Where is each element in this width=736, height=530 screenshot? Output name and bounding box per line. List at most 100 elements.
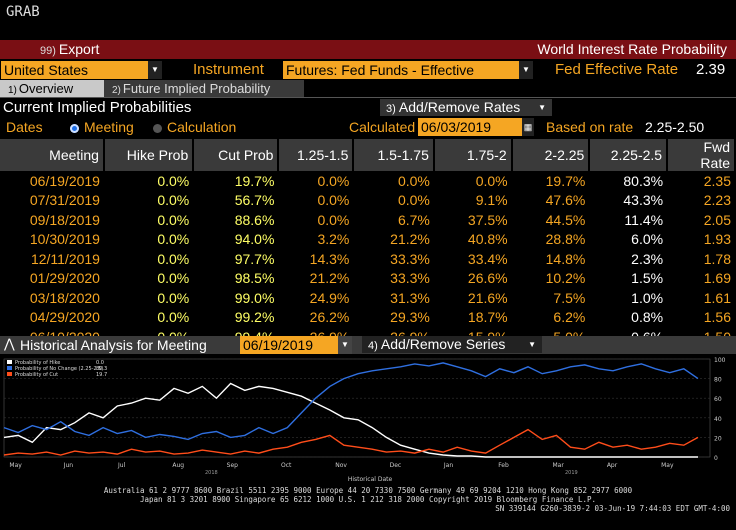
instrument-label: Instrument: [193, 61, 264, 78]
export-label: Export: [58, 41, 100, 57]
calculated-date-field[interactable]: 06/03/2019 ▦: [418, 118, 534, 136]
table-row[interactable]: 01/29/2020 0.0% 98.5% 21.2% 33.3% 26.6% 10.2% 1…: [0, 268, 736, 288]
col-header[interactable]: Hike Prob: [104, 139, 195, 171]
legend-label: Probability of No Change (2.25-2.5): [15, 366, 103, 372]
section-header: Current Implied Probabilities 3) Add/Rem…: [0, 99, 736, 117]
radio-meeting[interactable]: Meeting: [70, 119, 134, 135]
dates-label: Dates: [6, 119, 43, 135]
x-tick-label: Sep: [227, 462, 239, 469]
table-cell: 29.3%: [354, 307, 435, 327]
table-cell: 14.8%: [513, 249, 591, 269]
rate-value: 2.39: [696, 61, 726, 78]
plot-area: [3, 358, 711, 458]
radio-calculation[interactable]: Calculation: [153, 119, 236, 135]
table-row[interactable]: 03/18/2020 0.0% 99.0% 24.9% 31.3% 21.6% 7.5% 1.…: [0, 288, 736, 308]
button-num: 4): [368, 340, 378, 352]
table-cell: 31.3%: [354, 288, 435, 308]
button-num: 3): [386, 103, 396, 115]
table-row[interactable]: 06/19/2019 0.0% 19.7% 0.0% 0.0% 0.0% 19.7% 80.3…: [0, 171, 736, 191]
table-cell: 11.4%: [590, 210, 669, 230]
calendar-icon[interactable]: ▦: [522, 118, 534, 136]
col-header[interactable]: 2-2.25: [512, 139, 591, 171]
table-cell: 56.7%: [194, 190, 280, 210]
table-cell: 14.3%: [279, 249, 355, 269]
add-remove-series-button[interactable]: 4) Add/Remove Series ▼: [362, 336, 542, 353]
table-cell: 98.5%: [194, 268, 280, 288]
add-remove-rates-button[interactable]: 3) Add/Remove Rates ▼: [380, 99, 552, 116]
app-title: GRAB: [6, 4, 40, 20]
meeting-date-cell: 10/30/2019: [0, 229, 105, 249]
table-cell: 99.0%: [194, 288, 280, 308]
col-header[interactable]: 1.25-1.5: [279, 139, 355, 171]
rate-label: Fed Effective Rate: [555, 61, 679, 78]
table-cell: 2.05: [668, 210, 736, 230]
table-cell: 44.5%: [513, 210, 591, 230]
legend-value: 19.7: [96, 372, 107, 378]
table-cell: 40.8%: [435, 229, 513, 249]
meeting-date-cell: 01/29/2020: [0, 268, 105, 288]
meeting-date-cell: 07/31/2019: [0, 190, 105, 210]
footer-line: SN 339144 G260-3839-2 03-Jun-19 7:44:03 …: [495, 504, 730, 513]
year-label: 2018: [205, 470, 218, 476]
table-cell: 2.23: [668, 190, 736, 210]
x-tick-label: Oct: [281, 462, 292, 469]
table-cell: 37.5%: [435, 210, 513, 230]
chevron-down-icon[interactable]: ▼: [148, 61, 162, 79]
radio-selected-icon: [70, 123, 79, 133]
y-tick-label: 20: [714, 435, 722, 442]
table-cell: 19.7%: [194, 171, 280, 191]
table-row[interactable]: 07/31/2019 0.0% 56.7% 0.0% 0.0% 9.1% 47.6% 43.3…: [0, 190, 736, 210]
table-cell: 0.8%: [590, 307, 669, 327]
table-row[interactable]: 12/11/2019 0.0% 97.7% 14.3% 33.3% 33.4% 14.8% 2…: [0, 249, 736, 269]
x-axis-label: Historical Date: [348, 476, 393, 483]
chevron-down-icon[interactable]: ▼: [519, 61, 533, 79]
tab-overview[interactable]: 1) Overview: [0, 80, 104, 97]
col-header[interactable]: 1.75-2: [434, 139, 513, 171]
table-cell: 0.0%: [105, 268, 195, 288]
radio-unselected-icon: [153, 123, 162, 133]
tab-future-implied-probability[interactable]: 2) Future Implied Probability: [104, 80, 304, 97]
section-title: Current Implied Probabilities: [3, 99, 192, 116]
x-tick-label: Jan: [443, 462, 453, 469]
options-row: Dates Meeting Calculation Calculated 06/…: [0, 118, 736, 136]
table-cell: 21.2%: [279, 268, 355, 288]
table-cell: 2.3%: [590, 249, 669, 269]
table-row[interactable]: 10/30/2019 0.0% 94.0% 3.2% 21.2% 40.8% 28.8% 6.…: [0, 229, 736, 249]
col-header[interactable]: 1.5-1.75: [354, 139, 435, 171]
col-header[interactable]: 2.25-2.5: [590, 139, 669, 171]
x-tick-label: Jun: [63, 462, 74, 469]
history-meeting-dropdown[interactable]: 06/19/2019 ▼: [240, 336, 352, 354]
calculated-date-value: 06/03/2019: [421, 119, 492, 135]
footer-line: Australia 61 2 9777 8600 Brazil 5511 239…: [103, 486, 633, 495]
table-cell: 0.0%: [279, 210, 355, 230]
legend-swatch: [7, 360, 12, 364]
button-label: Add/Remove Rates: [398, 99, 521, 115]
chevron-down-icon[interactable]: ▼: [338, 336, 352, 354]
table-row[interactable]: 04/29/2020 0.0% 99.2% 26.2% 29.3% 18.7% 6.2% 0.…: [0, 307, 736, 327]
table-header-row: Meeting Hike Prob Cut Prob 1.25-1.5 1.5-…: [0, 139, 736, 171]
table-cell: 1.93: [668, 229, 736, 249]
chevron-down-icon: ▼: [528, 340, 536, 349]
table-cell: 0.0%: [435, 171, 513, 191]
col-header[interactable]: Meeting: [0, 139, 105, 171]
col-header[interactable]: Cut Prob: [194, 139, 280, 171]
table-row[interactable]: 09/18/2019 0.0% 88.6% 0.0% 6.7% 37.5% 44.5% 11.…: [0, 210, 736, 230]
table-cell: 0.0%: [105, 249, 195, 269]
table-cell: 94.0%: [194, 229, 280, 249]
x-tick-label: Nov: [335, 462, 347, 469]
y-tick-label: 0: [714, 455, 718, 462]
country-dropdown[interactable]: United States ▼: [1, 61, 162, 79]
table-cell: 88.6%: [194, 210, 280, 230]
footer: Australia 61 2 9777 8600 Brazil 5511 239…: [0, 486, 736, 513]
table-cell: 0.0%: [105, 210, 195, 230]
collapse-icon[interactable]: ⋀: [4, 336, 15, 351]
tab-num: 1): [8, 85, 17, 96]
table-cell: 6.0%: [590, 229, 669, 249]
x-tick-label: May: [9, 462, 22, 469]
series-line: [3, 428, 699, 456]
instrument-dropdown[interactable]: Futures: Fed Funds - Effective ▼: [283, 61, 533, 79]
export-button[interactable]: 99) Export: [40, 41, 99, 57]
table-cell: 0.0%: [354, 190, 435, 210]
x-tick-label: Mar: [553, 462, 565, 469]
col-header[interactable]: Fwd Rate: [668, 139, 736, 171]
